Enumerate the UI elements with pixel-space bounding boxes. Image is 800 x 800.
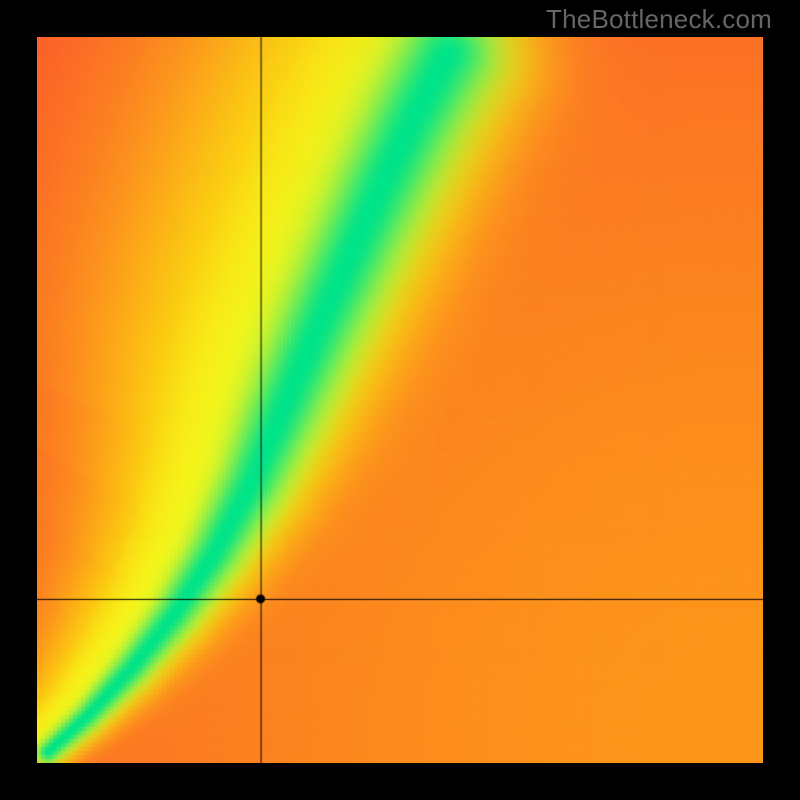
watermark-text: TheBottleneck.com xyxy=(546,4,772,35)
bottleneck-heatmap xyxy=(37,37,763,763)
